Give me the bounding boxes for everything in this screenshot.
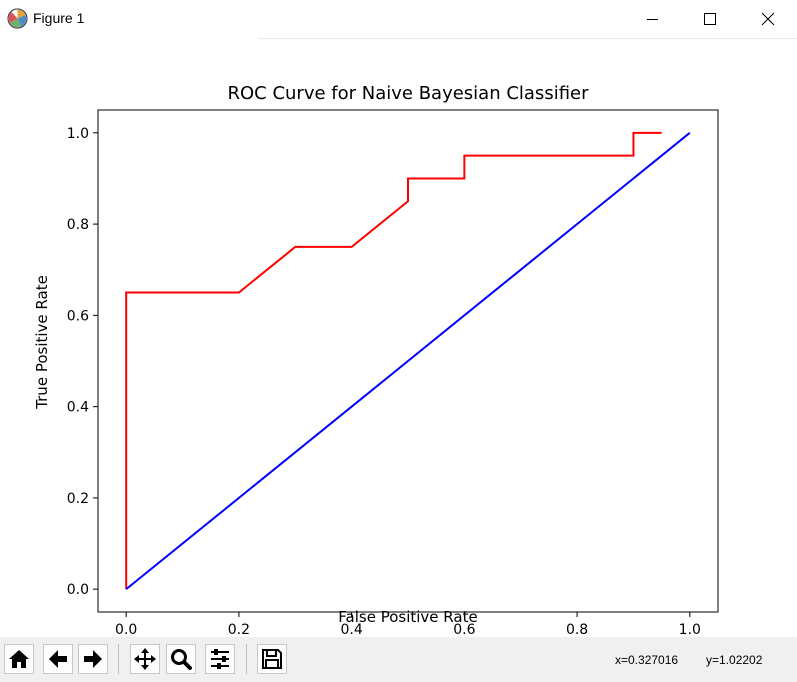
forward-button[interactable] [78,644,108,674]
configure-subplots-button[interactable] [205,644,235,674]
x-tick-label: 0.0 [115,622,137,637]
y-axis-label: True Positive Rate [33,275,51,410]
home-icon [9,650,29,668]
titlebar-divider [258,38,797,39]
y-tick-label: 1.0 [67,126,89,142]
forward-arrow-icon [84,650,102,668]
minimize-button[interactable] [623,0,681,38]
cursor-y-readout: y=1.02202 [706,653,763,667]
zoom-icon [171,649,192,670]
axes-frame [97,109,719,613]
roc-chart: ROC Curve for Naive Bayesian Classifier … [33,83,719,638]
x-tick-label: 0.6 [453,622,475,637]
maximize-icon [704,13,716,25]
x-tick-label: 0.8 [566,622,588,637]
toolbar-separator [246,644,247,674]
subplots-config-icon [211,649,229,669]
back-button[interactable] [43,644,73,674]
window-title: Figure 1 [33,10,85,26]
toolbar-separator [118,644,119,674]
y-tick-label: 0.0 [67,582,89,598]
maximize-button[interactable] [681,0,739,38]
back-arrow-icon [49,650,67,668]
y-tick-label: 0.6 [67,308,89,324]
zoom-button[interactable] [166,644,196,674]
y-tick-label: 0.4 [67,400,89,416]
cursor-x-readout: x=0.327016 [615,653,679,667]
close-button[interactable] [739,0,797,38]
x-tick-label: 1.0 [679,622,701,637]
figure-canvas[interactable]: ROC Curve for Naive Bayesian Classifier … [0,39,797,638]
pan-button[interactable] [130,644,160,674]
x-tick-label: 0.4 [341,622,363,637]
minimize-icon [647,19,658,20]
y-tick-label: 0.8 [67,217,89,233]
close-icon [761,12,775,26]
window-titlebar: Figure 1 [0,0,797,38]
save-icon [262,649,282,669]
home-button[interactable] [4,644,34,674]
pan-icon [134,648,156,670]
matplotlib-figure-icon [7,8,28,29]
y-tick-label: 0.2 [67,491,89,507]
roc-curve-line [125,131,662,590]
chart-title: ROC Curve for Naive Bayesian Classifier [227,83,589,104]
x-tick-label: 0.2 [228,622,250,637]
navigation-toolbar: x=0.327016 y=1.02202 [0,637,797,682]
save-button[interactable] [257,644,287,674]
chart-marks: 0.0 0.2 0.4 0.6 0.8 1.0 0.0 0.2 0.4 0.6 0.8 1.0 [67,126,701,638]
chance-diagonal-line [125,132,691,590]
